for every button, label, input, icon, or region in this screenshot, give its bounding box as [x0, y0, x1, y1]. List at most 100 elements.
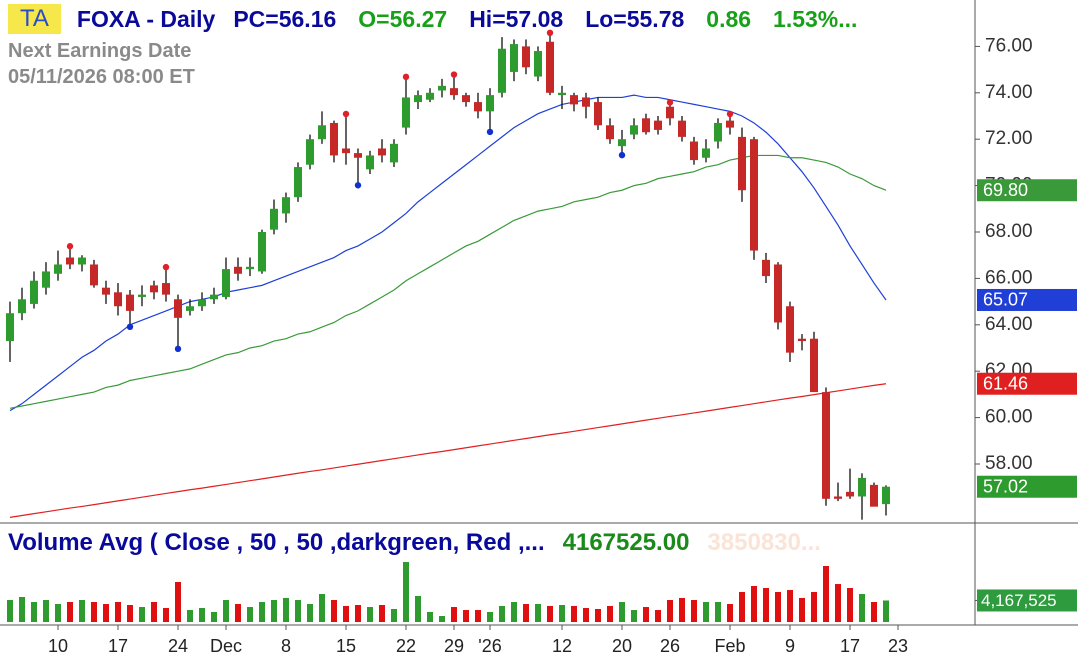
candle-body	[102, 287, 110, 295]
volume-bar	[883, 600, 889, 622]
volume-bar	[103, 604, 109, 622]
volume-bar	[415, 596, 421, 622]
candle-body	[366, 155, 374, 170]
candle-body	[318, 125, 326, 140]
candle-body	[726, 120, 734, 128]
candle-body	[258, 232, 266, 272]
volume-bar	[19, 596, 25, 622]
candle-body	[510, 44, 518, 72]
header: TA FOXA - Daily PC=56.16 O=56.27 Hi=57.08 L…	[8, 4, 879, 34]
candle-body	[558, 92, 566, 96]
volume-bar	[823, 565, 829, 622]
volume-bar	[583, 607, 589, 622]
volume-bar	[847, 588, 853, 622]
volume-bar	[355, 605, 361, 622]
volume-bar	[787, 590, 793, 622]
swing-high	[342, 110, 350, 118]
swing-low	[126, 323, 134, 330]
candle-body	[186, 306, 194, 311]
x-tick-label: 12	[552, 636, 572, 656]
volume-bar	[235, 604, 241, 622]
candle-body	[234, 266, 242, 274]
volume-bar	[43, 599, 49, 622]
volume-value: 4167525.00	[562, 529, 690, 556]
volume-bar	[199, 607, 205, 622]
candle-body	[222, 269, 230, 297]
volume-bar	[295, 599, 301, 622]
swing-low	[618, 151, 626, 159]
candle-body	[6, 313, 14, 342]
volume-bar	[871, 602, 877, 622]
candle-body	[90, 264, 98, 286]
candle-body	[762, 259, 770, 277]
y-tick-label: 60.00	[985, 407, 1033, 428]
volume-bar	[115, 602, 121, 622]
y-tick-label: 76.00	[985, 35, 1033, 56]
volume-bar	[247, 607, 253, 622]
value-label: 65.07	[983, 290, 1028, 310]
candle-body	[162, 283, 170, 295]
swing-high	[726, 110, 734, 118]
candle-body	[858, 477, 866, 497]
candle-body	[294, 167, 302, 198]
volume-bar	[127, 605, 133, 622]
candle-body	[846, 491, 854, 497]
volume-bar	[859, 593, 865, 622]
volume-title: Volume Avg ( Close , 50 , 50 ,darkgreen,…	[8, 529, 545, 556]
volume-bar	[79, 599, 85, 622]
volume-bar	[727, 604, 733, 622]
swing-high	[546, 29, 554, 36]
volume-bar	[835, 584, 841, 622]
candle-body	[570, 95, 578, 105]
x-tick-label: 17	[108, 636, 128, 656]
volume-bar	[331, 599, 337, 622]
candle-body	[822, 392, 830, 499]
volume-header: Volume Avg ( Close , 50 , 50 ,darkgreen,…	[8, 529, 821, 557]
candle-body	[486, 95, 494, 112]
volume-bar	[427, 611, 433, 622]
candle-body	[426, 92, 434, 100]
candle-body	[594, 102, 602, 126]
x-tick-label: 24	[168, 636, 188, 656]
header-value: 0.86	[706, 5, 752, 32]
x-tick-label: Feb	[714, 636, 745, 656]
x-tick-label: 17	[840, 636, 860, 656]
candle-body	[30, 280, 38, 304]
candle-body	[654, 120, 662, 130]
candle-body	[774, 264, 782, 323]
header-value: Hi=57.08	[469, 5, 564, 32]
volume-bar	[151, 602, 157, 622]
candle-body	[810, 338, 818, 393]
volume-bar	[631, 610, 637, 622]
volume-bar	[307, 604, 313, 622]
candle-body	[870, 484, 878, 507]
candle-body	[54, 264, 62, 274]
volume-bar	[523, 604, 529, 622]
candle-body	[114, 292, 122, 307]
value-box	[977, 372, 1077, 395]
candle-body	[378, 148, 386, 156]
candle-body	[714, 122, 722, 142]
volume-bar	[679, 597, 685, 622]
candle-body	[474, 102, 482, 112]
value-label: 61.46	[983, 373, 1028, 393]
volume-bar	[799, 597, 805, 622]
candle-body	[138, 294, 146, 297]
volume-bar	[607, 605, 613, 622]
volume-bar	[211, 611, 217, 622]
value-box	[977, 288, 1077, 311]
note: Next Earnings Date	[8, 40, 192, 62]
note: 05/11/2026 08:00 ET	[8, 66, 195, 88]
badge: TA	[8, 4, 61, 34]
candle-body	[522, 46, 530, 68]
volume-bar	[715, 602, 721, 622]
volume-bar	[547, 605, 553, 622]
x-tick-label: 20	[612, 636, 632, 656]
volume-bar	[31, 602, 37, 622]
candle-body	[462, 95, 470, 103]
volume-bar	[7, 599, 13, 622]
x-tick-label: 8	[281, 636, 291, 656]
candle-body	[834, 496, 842, 499]
